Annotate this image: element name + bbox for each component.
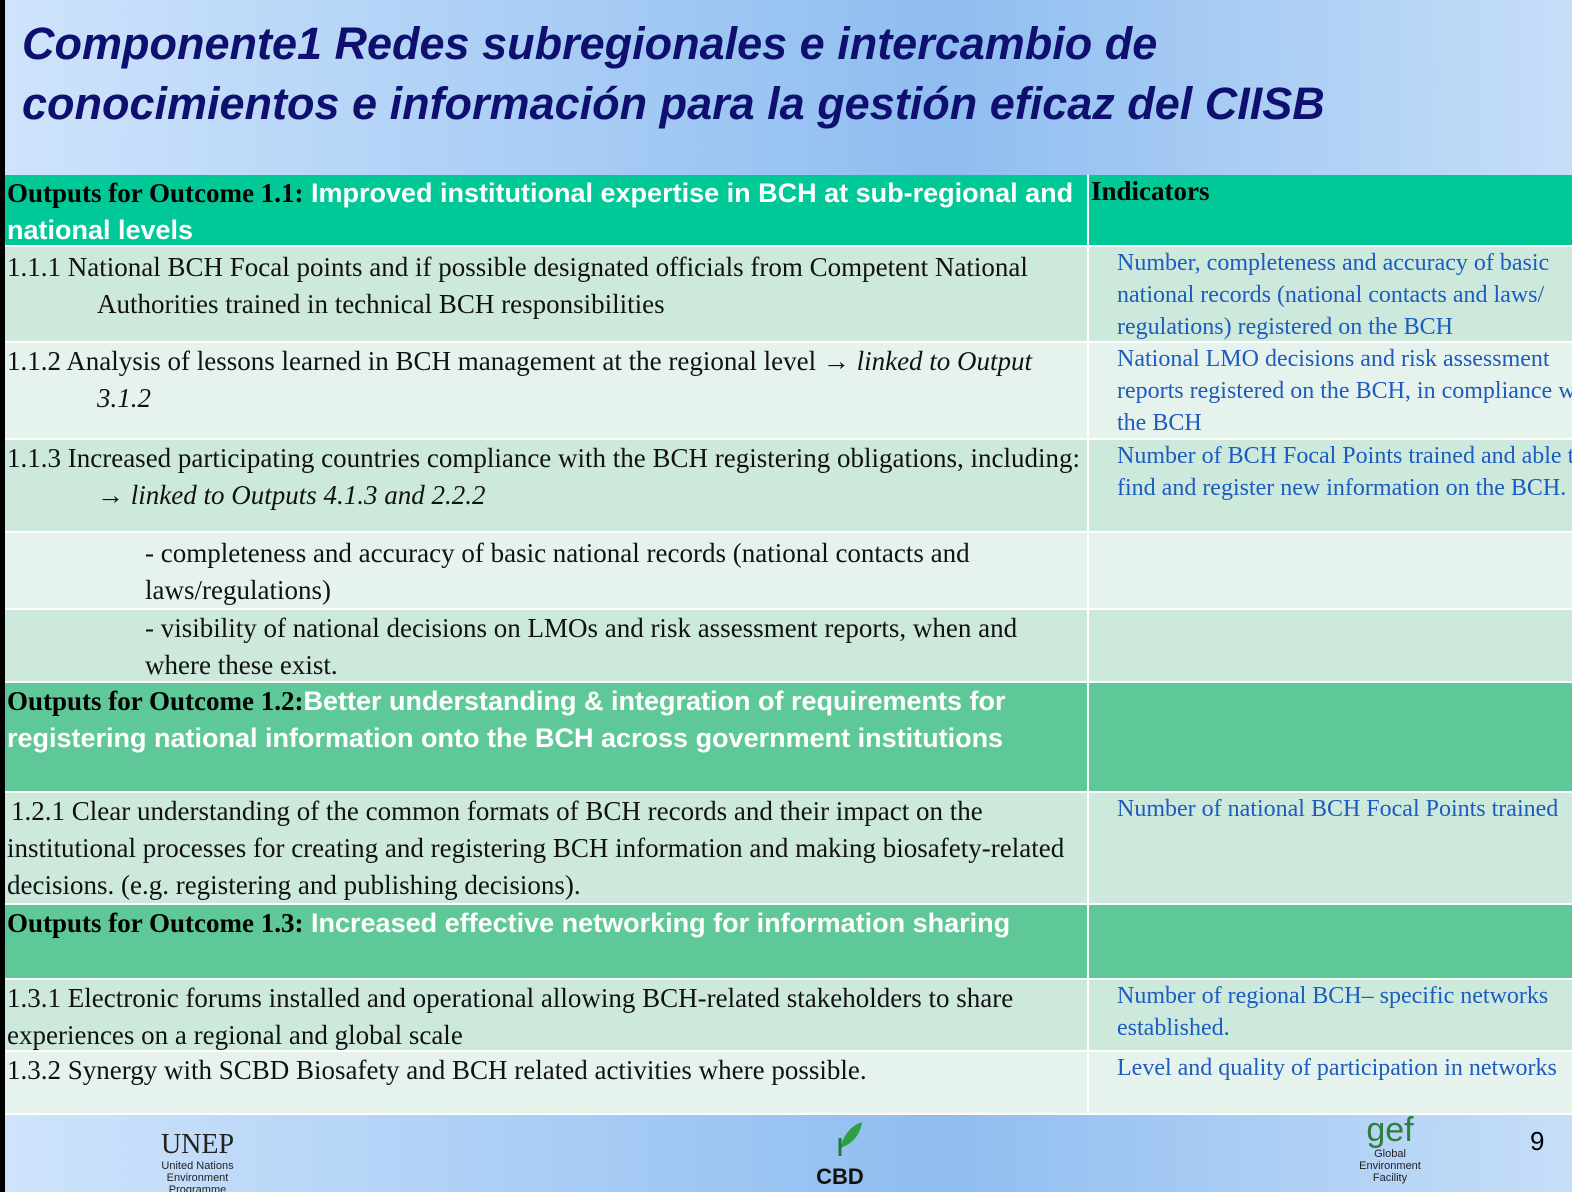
gef-logo: gef Global Environment Facility [1320,1112,1460,1184]
indicator: Number of regional BCH– specific network… [1087,980,1572,1050]
cell: 1.1.3 Increased participating countries … [5,440,1085,531]
row: 1.1.3 Increased participating countries … [5,440,1572,533]
logo-text: UNEP [160,1129,235,1160]
title-line: conocimientos e información para la gest… [22,78,1325,129]
title-line: Componente1 Redes subregionales e interc… [22,18,1158,69]
indicator: Number of national BCH Focal Points trai… [1087,793,1572,903]
text: 1.3.2 Synergy with SCBD Biosafety and BC… [7,1055,867,1085]
cell: Outputs for Outcome 1.3: Increased effec… [5,905,1085,978]
logo-subtext: United Nations Environment Programme [161,1160,234,1192]
row: 1.3.2 Synergy with SCBD Biosafety and BC… [5,1052,1572,1115]
text: 1.1.2 Analysis of lessons learned in BCH… [7,346,850,376]
row: - completeness and accuracy of basic nat… [5,533,1572,610]
indicator: Number of BCH Focal Points trained and a… [1087,440,1572,531]
header-row: Outputs for Outcome 1.1: Improved instit… [5,175,1572,247]
cell [1087,610,1572,681]
text: 1.3.1 Electronic forums installed and op… [7,983,1014,1050]
text: Better understanding & integration of re… [7,686,1006,753]
indicator: Number, completeness and accuracy of bas… [1087,247,1572,341]
cell: 1.1.2 Analysis of lessons learned in BCH… [5,343,1085,438]
logo-text: gef [1366,1111,1414,1149]
indicator: National LMO decisions and risk assessme… [1087,343,1572,438]
label: Outputs for Outcome 1.1: [7,178,304,208]
logo-subtext: Global Environment Facility [1359,1148,1421,1184]
indicator: Level and quality of participation in ne… [1087,1052,1572,1113]
text: - completeness and accuracy of basic nat… [145,538,970,605]
label: Outputs for Outcome 1.2: [7,686,304,716]
cell [1087,533,1572,608]
text: 1.1.1 National BCH Focal points and if p… [7,252,1028,319]
cell: Outputs for Outcome 1.2:Better understan… [5,683,1085,791]
title: Componente1 Redes subregionales e interc… [22,14,1325,134]
row: 1.2.1 Clear understanding of the common … [5,793,1572,905]
row: 1.1.2 Analysis of lessons learned in BCH… [5,343,1572,440]
text: 1.2.1 Clear understanding of the common … [7,796,1065,900]
label: Outputs for Outcome 1.3: [7,908,304,938]
header-row: Outputs for Outcome 1.3: Increased effec… [5,905,1572,980]
text: 1.1.3 Increased participating countries … [7,443,1080,510]
text: Increased effective networking for infor… [311,908,1011,938]
indicator: Indicators [1087,175,1572,245]
row: - visibility of national decisions on LM… [5,610,1572,683]
link: linked to Outputs 4.1.3 and 2.2.2 [130,480,486,510]
row: 1.1.1 National BCH Focal points and if p… [5,247,1572,343]
cbd-leaf [838,1122,862,1156]
header-row: Outputs for Outcome 1.2:Better understan… [5,683,1572,793]
cell [1087,683,1572,791]
unep-logo: UNEP United Nations Environment Programm… [120,1130,275,1192]
text: Improved institutional expertise in BCH … [7,178,1074,245]
text: - visibility of national decisions on LM… [145,613,1018,680]
cell: Outputs for Outcome 1.1: Improved instit… [5,175,1085,245]
link: linked to Output 3.1.2 [97,346,1033,413]
cbd-logo: CBD [816,1164,864,1189]
cell [1087,905,1572,978]
row: 1.3.1 Electronic forums installed and op… [5,980,1572,1052]
page-number: 9 [1530,1126,1545,1156]
